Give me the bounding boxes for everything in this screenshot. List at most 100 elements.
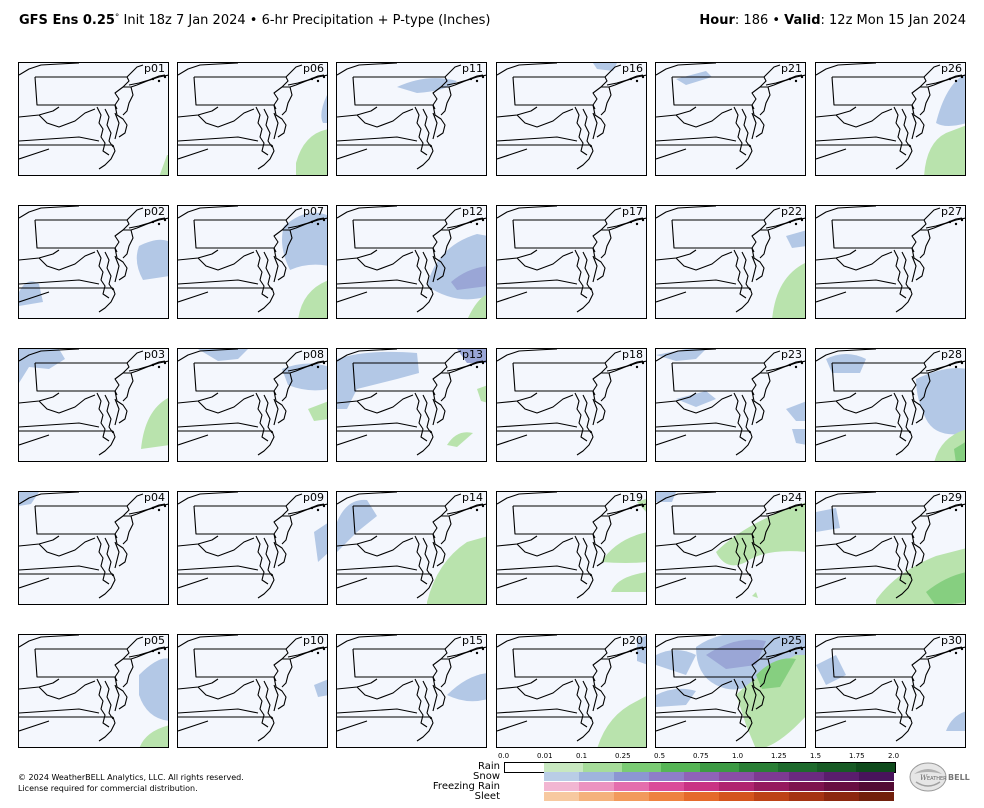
map-boundary [497, 392, 538, 404]
map-boundary [255, 392, 269, 442]
map-boundary [337, 63, 398, 76]
island-marker [316, 79, 320, 83]
map-boundary [432, 533, 446, 567]
map-boundary [19, 678, 60, 690]
map-boundary [34, 505, 130, 535]
map-boundary [893, 106, 907, 156]
map-boundary [656, 148, 687, 160]
legend-swatch [824, 782, 859, 791]
map-boundary [37, 104, 118, 110]
precip-area [337, 351, 419, 409]
island-marker [800, 361, 804, 365]
map-boundary [923, 493, 941, 507]
map-boundary [19, 434, 50, 446]
map-boundary [196, 533, 277, 539]
map-boundary [765, 646, 803, 658]
map-boundary [104, 108, 114, 148]
island-marker [788, 77, 792, 81]
island-marker [960, 218, 964, 222]
legend-swatch [754, 792, 789, 801]
map-boundary [816, 678, 857, 690]
precip-map-p22 [656, 206, 805, 318]
map-boundary [444, 493, 462, 507]
legend-swatch [789, 772, 824, 781]
map-boundary [356, 251, 414, 271]
legend-swatch [856, 763, 895, 772]
island-marker [316, 651, 320, 655]
precip-area [816, 508, 840, 532]
map-boundary [128, 360, 166, 372]
map-boundary [600, 372, 612, 402]
map-boundary [273, 398, 279, 426]
map-boundary [919, 86, 931, 116]
map-boundary [925, 503, 963, 515]
precip-area [337, 499, 377, 552]
island-marker [316, 365, 320, 369]
island-marker [635, 508, 639, 512]
map-boundary [337, 708, 418, 714]
precip-map-p16 [497, 63, 646, 170]
map-boundary [675, 108, 733, 128]
precip-area [816, 655, 846, 685]
precip-area [19, 349, 65, 383]
map-boundary [19, 720, 50, 732]
ensemble-panel-p29: p29 [815, 491, 966, 605]
map-boundary [432, 104, 446, 138]
precip-area [601, 532, 646, 563]
island-marker [151, 220, 155, 224]
map-boundary [441, 646, 486, 660]
precip-map-p11 [337, 63, 486, 170]
precip-area [656, 688, 696, 707]
map-boundary [656, 577, 687, 589]
precip-area [786, 401, 805, 421]
map-boundary [735, 144, 753, 170]
map-boundary [733, 106, 747, 156]
island-marker [469, 363, 473, 367]
island-marker [794, 508, 798, 512]
map-boundary [196, 390, 277, 396]
precip-area [706, 639, 766, 669]
map-boundary [656, 206, 717, 219]
legend-swatch [719, 772, 754, 781]
map-boundary [446, 646, 484, 658]
map-boundary [356, 680, 414, 700]
map-boundary [901, 108, 911, 148]
ensemble-panel-p13: p13 [336, 348, 487, 462]
legend-tick: 1.5 [810, 752, 822, 760]
map-boundary [416, 287, 434, 313]
map-boundary [835, 108, 893, 128]
ensemble-panel-p07: p07 [177, 205, 328, 319]
map-boundary [816, 392, 857, 404]
map-boundary [576, 287, 594, 313]
island-marker [481, 361, 485, 365]
member-label: p26 [941, 62, 962, 75]
license-text: License required for commercial distribu… [18, 784, 198, 793]
map-boundary [816, 720, 847, 732]
map-boundary [893, 678, 907, 728]
map-boundary [497, 434, 528, 446]
precip-map-p12 [337, 206, 486, 318]
island-marker [469, 506, 473, 510]
map-boundary [600, 658, 612, 688]
map-boundary [576, 144, 594, 170]
map-boundary [911, 684, 917, 712]
map-boundary [356, 108, 414, 128]
map-boundary [911, 255, 917, 283]
member-label: p24 [781, 491, 802, 504]
map-boundary [104, 537, 114, 577]
precip-map-p03 [19, 349, 168, 456]
legend-swatch [622, 763, 661, 772]
map-boundary [273, 247, 287, 281]
map-boundary [34, 648, 130, 678]
map-boundary [337, 148, 368, 160]
island-marker [310, 506, 314, 510]
map-boundary [281, 372, 293, 402]
precip-area [916, 368, 965, 435]
island-marker [157, 651, 161, 655]
map-boundary [497, 63, 558, 76]
map-boundary [178, 434, 209, 446]
map-boundary [582, 394, 592, 434]
precip-map-p14 [337, 492, 486, 604]
map-boundary [497, 206, 558, 219]
island-marker [794, 651, 798, 655]
